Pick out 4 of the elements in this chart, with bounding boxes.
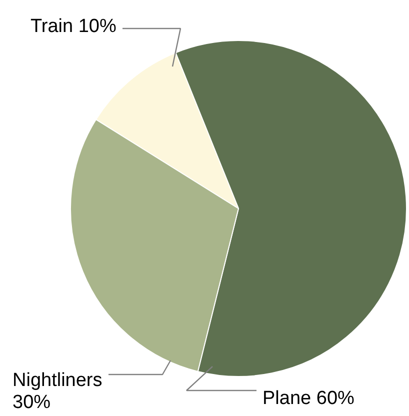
slice-label: Plane 60% <box>262 388 355 409</box>
data-label: 30% <box>12 392 51 413</box>
slice-label: Nightliners <box>12 370 102 391</box>
slice-label: Train 10% <box>30 16 116 37</box>
